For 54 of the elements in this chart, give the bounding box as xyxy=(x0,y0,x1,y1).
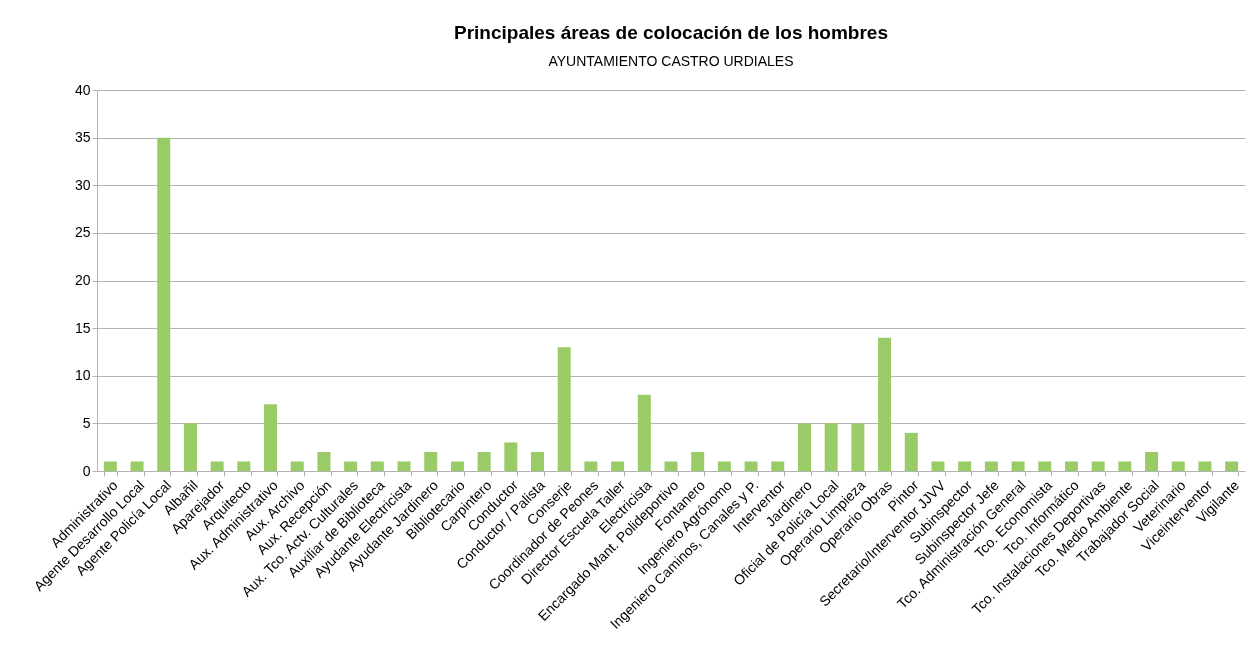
bar xyxy=(931,461,945,471)
bar xyxy=(1145,451,1159,471)
bar xyxy=(290,461,304,471)
bar xyxy=(1011,461,1025,471)
bar xyxy=(130,461,144,471)
chart-subtitle: AYUNTAMIENTO CASTRO URDIALES xyxy=(548,53,794,69)
y-tick-label: 30 xyxy=(74,176,91,193)
bar xyxy=(851,423,865,471)
chart-title: Principales áreas de colocación de los hombres xyxy=(453,22,889,43)
y-tick-label: 10 xyxy=(74,367,91,384)
bar xyxy=(450,461,464,471)
bar xyxy=(824,423,838,471)
bar xyxy=(183,423,197,471)
bar xyxy=(797,423,811,471)
bar xyxy=(1118,461,1132,471)
y-tick-label: 0 xyxy=(82,462,91,479)
bar xyxy=(1225,461,1239,471)
bar xyxy=(344,461,358,471)
bar xyxy=(237,461,251,471)
bar xyxy=(370,461,384,471)
bar xyxy=(878,337,892,471)
bar xyxy=(157,137,171,471)
bar xyxy=(717,461,731,471)
y-tick-label: 35 xyxy=(74,129,91,146)
bar xyxy=(531,451,545,471)
bar xyxy=(504,442,518,471)
bar xyxy=(958,461,972,471)
bar xyxy=(1198,461,1212,471)
bar xyxy=(664,461,678,471)
bar xyxy=(584,461,598,471)
bar xyxy=(1171,461,1185,471)
bar xyxy=(984,461,998,471)
bar xyxy=(1038,461,1052,471)
y-tick-label: 20 xyxy=(74,272,91,288)
y-tick-label: 5 xyxy=(82,414,91,431)
bar xyxy=(317,451,331,471)
bar xyxy=(904,432,918,471)
bar xyxy=(611,461,625,471)
bar xyxy=(637,394,651,471)
y-tick-label: 15 xyxy=(74,319,91,336)
bar xyxy=(103,461,117,471)
y-tick-label: 40 xyxy=(74,81,91,98)
bar xyxy=(1091,461,1105,471)
bar xyxy=(210,461,224,471)
bar xyxy=(1064,461,1078,471)
bar xyxy=(771,461,785,471)
bar xyxy=(557,347,571,471)
bar xyxy=(397,461,411,471)
bar xyxy=(424,451,438,471)
bar xyxy=(691,451,705,471)
bar xyxy=(744,461,758,471)
bar xyxy=(477,451,491,471)
bar xyxy=(264,404,278,471)
y-tick-label: 25 xyxy=(74,224,91,241)
